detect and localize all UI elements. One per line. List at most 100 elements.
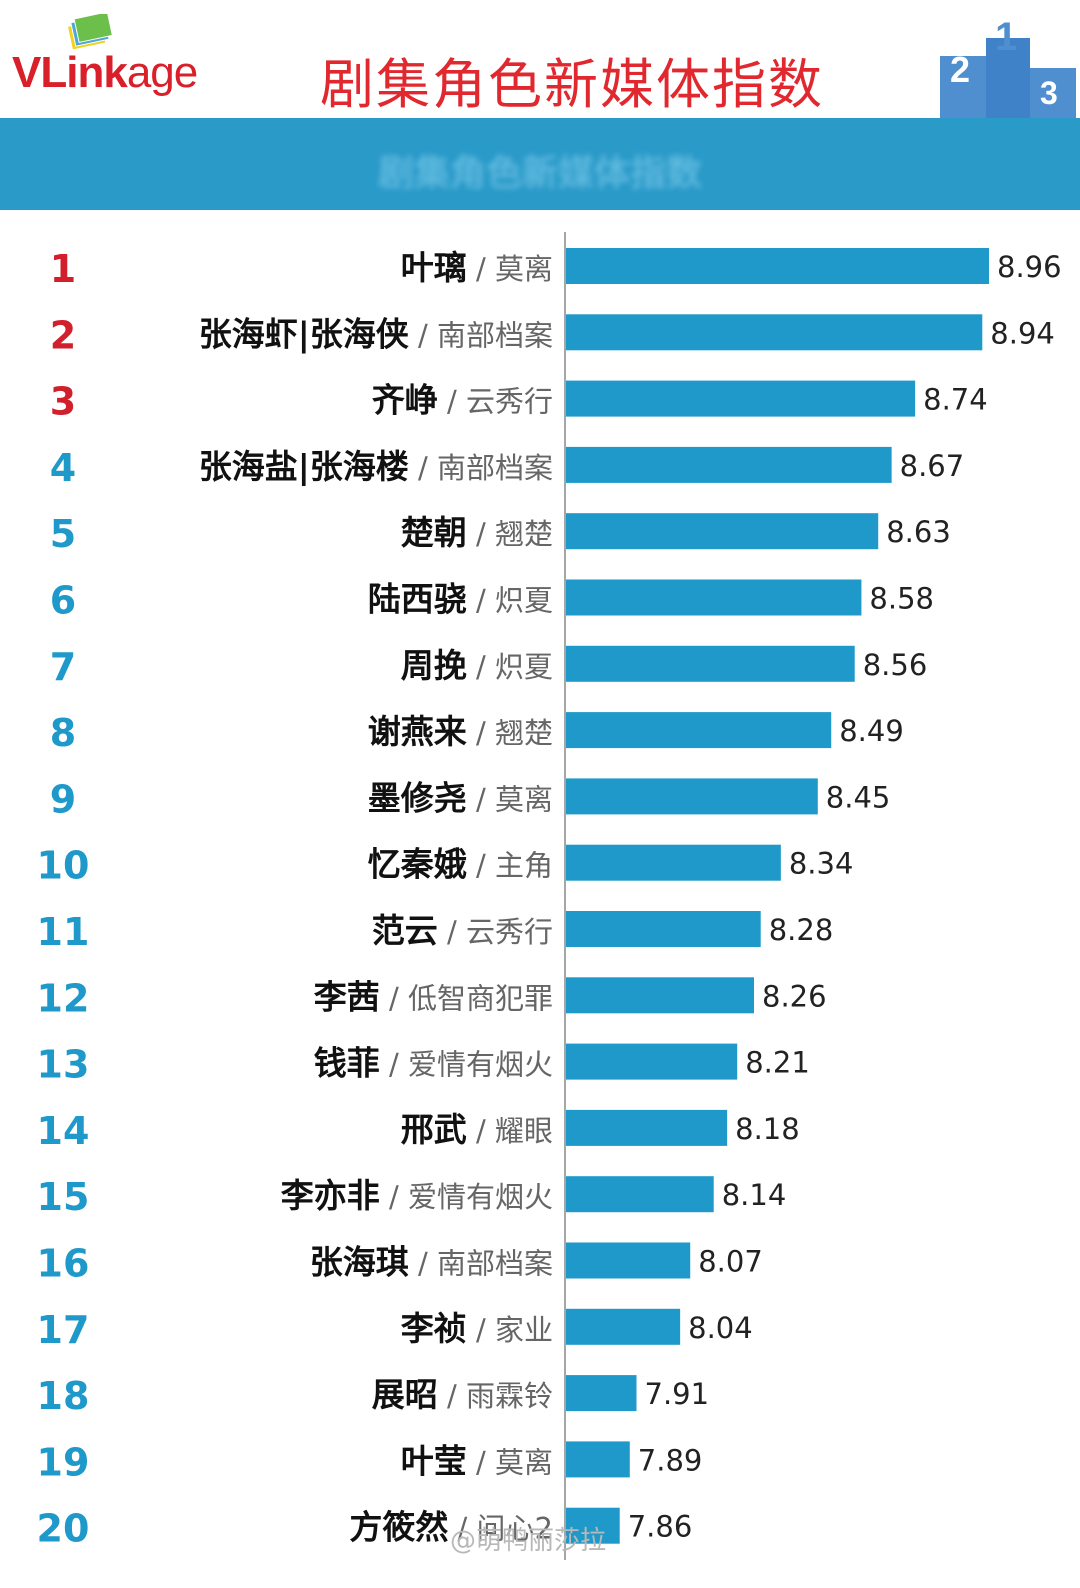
bar bbox=[566, 778, 818, 815]
character-name: 李亦非 bbox=[281, 1176, 380, 1215]
character-name: 忆秦娥 bbox=[368, 845, 467, 884]
data-label: 8.28 bbox=[769, 913, 834, 947]
rank-number: 15 bbox=[37, 1175, 90, 1219]
show-title: / 问心2 bbox=[448, 1512, 553, 1546]
bar bbox=[566, 1242, 691, 1279]
show-title: / 翘楚 bbox=[467, 716, 553, 750]
show-title: / 爱情有烟火 bbox=[380, 1048, 553, 1082]
row-label: 李茜 / 低智商犯罪 bbox=[314, 977, 553, 1016]
row-label: 展昭 / 雨霖铃 bbox=[372, 1375, 553, 1414]
header-banner: 剧集角色新媒体指数 bbox=[0, 118, 1080, 210]
show-title: / 云秀行 bbox=[438, 385, 553, 419]
row-label: 楚朝 / 翘楚 bbox=[401, 513, 553, 552]
show-title: / 雨霖铃 bbox=[438, 1379, 553, 1413]
data-label: 8.18 bbox=[735, 1112, 800, 1146]
bar bbox=[566, 1176, 714, 1213]
rank-number: 3 bbox=[50, 380, 76, 424]
data-label: 8.67 bbox=[900, 449, 965, 483]
rank-number: 10 bbox=[37, 844, 90, 888]
row-label: 周挽 / 炽夏 bbox=[401, 646, 553, 685]
data-label: 8.45 bbox=[826, 780, 891, 814]
data-label: 8.94 bbox=[990, 316, 1055, 350]
row-label: 墨修尧 / 莫离 bbox=[368, 778, 553, 817]
row-label: 忆秦娥 / 主角 bbox=[368, 845, 553, 884]
row-label: 齐峥 / 云秀行 bbox=[372, 381, 553, 420]
rank-number: 5 bbox=[50, 512, 76, 556]
row-label: 陆西骁 / 炽夏 bbox=[368, 580, 553, 619]
row-label: 邢武 / 耀眼 bbox=[401, 1110, 553, 1149]
podium-label-3: 3 bbox=[1040, 75, 1058, 111]
character-name: 谢燕来 bbox=[368, 712, 467, 751]
rank-number: 16 bbox=[37, 1242, 90, 1286]
character-name: 陆西骁 bbox=[368, 580, 467, 619]
character-name: 张海琪 bbox=[310, 1243, 409, 1282]
row-label: 叶璃 / 莫离 bbox=[401, 248, 553, 287]
row-label: 叶莹 / 莫离 bbox=[401, 1441, 553, 1480]
row-label: 钱菲 / 爱情有烟火 bbox=[314, 1044, 553, 1083]
bar bbox=[566, 1109, 728, 1146]
rank-number: 6 bbox=[50, 579, 76, 623]
bar bbox=[566, 645, 855, 682]
data-label: 8.74 bbox=[923, 383, 988, 417]
bar bbox=[566, 513, 879, 550]
row-label: 范云 / 云秀行 bbox=[372, 911, 553, 950]
data-label: 8.58 bbox=[869, 582, 934, 616]
rank-number: 14 bbox=[37, 1109, 90, 1153]
data-label: 7.91 bbox=[645, 1377, 710, 1411]
row-label: 张海琪 / 南部档案 bbox=[310, 1243, 553, 1282]
chart-rows: 1 叶璃 / 莫离 8.96 2 张海虾|张海侠 / 南部档案 8.94 3 齐峥 / 云秀行… bbox=[37, 247, 1062, 1551]
bar bbox=[566, 314, 983, 351]
bar bbox=[566, 380, 916, 417]
data-label: 8.63 bbox=[886, 515, 951, 549]
vlinkage-logo: VLinkage bbox=[12, 48, 198, 97]
podium-icon: 2 1 3 bbox=[940, 15, 1076, 118]
character-name: 周挽 bbox=[401, 646, 467, 685]
character-name: 齐峥 bbox=[372, 381, 438, 420]
page-title: 剧集角色新媒体指数 bbox=[320, 53, 824, 116]
character-name: 李茜 bbox=[314, 977, 380, 1016]
rank-number: 18 bbox=[37, 1374, 90, 1418]
row-label: 李祯 / 家业 bbox=[401, 1309, 553, 1348]
bar bbox=[566, 911, 761, 947]
podium-label-2: 2 bbox=[950, 49, 970, 90]
show-title: / 南部档案 bbox=[409, 1247, 553, 1281]
data-label: 8.04 bbox=[688, 1311, 753, 1345]
bar bbox=[566, 248, 989, 284]
data-label: 8.96 bbox=[997, 250, 1062, 284]
data-label: 7.89 bbox=[638, 1443, 703, 1477]
row-label: 李亦非 / 爱情有烟火 bbox=[281, 1176, 553, 1215]
rank-number: 11 bbox=[37, 910, 90, 954]
show-title: / 主角 bbox=[467, 849, 553, 883]
rank-number: 17 bbox=[37, 1308, 90, 1352]
show-title: / 南部档案 bbox=[409, 451, 553, 485]
show-title: / 耀眼 bbox=[467, 1114, 553, 1148]
bar bbox=[566, 844, 781, 881]
rank-number: 8 bbox=[50, 711, 76, 755]
data-label: 7.86 bbox=[628, 1510, 693, 1544]
logo-cards-icon bbox=[66, 14, 113, 51]
character-name: 张海虾|张海侠 bbox=[199, 314, 410, 353]
character-name: 张海盐|张海楼 bbox=[199, 447, 409, 486]
show-title: / 莫离 bbox=[467, 782, 553, 816]
data-label: 8.21 bbox=[745, 1046, 810, 1080]
rank-number: 19 bbox=[37, 1440, 90, 1484]
show-title: / 家业 bbox=[467, 1313, 553, 1347]
row-label: 谢燕来 / 翘楚 bbox=[368, 712, 553, 751]
rank-number: 9 bbox=[50, 777, 76, 821]
banner-subtitle: 剧集角色新媒体指数 bbox=[377, 153, 702, 194]
data-label: 8.26 bbox=[762, 979, 827, 1013]
bar bbox=[566, 1507, 620, 1544]
rank-number: 2 bbox=[50, 313, 76, 357]
rank-number: 1 bbox=[50, 247, 76, 291]
show-title: / 炽夏 bbox=[467, 650, 553, 684]
bar bbox=[566, 977, 754, 1014]
rank-number: 12 bbox=[37, 976, 90, 1020]
character-name: 叶莹 bbox=[401, 1441, 467, 1480]
bar bbox=[566, 1308, 681, 1345]
character-name: 方筱然 bbox=[349, 1508, 448, 1547]
character-name: 墨修尧 bbox=[368, 778, 467, 817]
show-title: / 莫离 bbox=[467, 1445, 553, 1479]
bar bbox=[566, 712, 832, 749]
rank-number: 13 bbox=[37, 1043, 90, 1087]
